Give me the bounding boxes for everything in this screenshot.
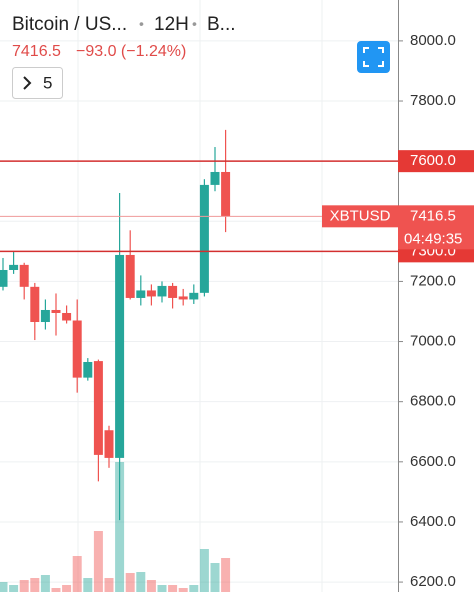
candle-body [51, 309, 61, 313]
y-tick-label: 6600.0 [410, 453, 456, 470]
candle-body [83, 361, 93, 378]
candle-body [221, 171, 231, 217]
candle-body [115, 254, 125, 458]
plot [0, 0, 398, 592]
candle-body [40, 309, 50, 323]
volume-bar [136, 572, 146, 592]
volume-bar [157, 585, 167, 592]
button-label[interactable]: 5 [43, 73, 52, 92]
volume-bar [168, 585, 178, 592]
volume-bar [62, 585, 72, 592]
y-tick-label: 7200.0 [410, 272, 456, 289]
volume-bar [178, 588, 188, 592]
change: −93.0 (−1.24%) [76, 43, 186, 60]
volume-bar [104, 578, 114, 592]
volume-bar [115, 462, 125, 592]
candle-body [157, 285, 167, 297]
candle-body [30, 286, 40, 323]
volume-bar [9, 585, 19, 592]
separator: • [139, 16, 144, 32]
y-tick-label: 6400.0 [410, 513, 456, 530]
candle-body [146, 290, 156, 297]
symbol[interactable]: Bitcoin / US... [12, 14, 127, 35]
candle-body [72, 320, 82, 378]
volume-bar [199, 549, 209, 592]
fullscreen-icon [363, 47, 384, 67]
volume-bar [72, 556, 82, 592]
last-price-tag [398, 205, 474, 250]
y-tick-label: 6200.0 [410, 573, 456, 590]
volume-bar [0, 582, 8, 592]
volume-bar [51, 588, 61, 592]
candle-body [168, 285, 178, 298]
candle-body [136, 290, 146, 298]
volume-bar [93, 531, 103, 592]
volume-bar [210, 563, 220, 592]
candle-body [93, 361, 103, 455]
candle-body [0, 269, 8, 287]
candle-body [9, 264, 19, 270]
symbol-tag [322, 205, 398, 228]
volume-bar [83, 578, 93, 592]
last-price-label: 7416.5 [410, 207, 456, 224]
candle-body [199, 184, 209, 293]
volume-bar [125, 573, 135, 592]
volume-bar [146, 580, 156, 592]
candle-body [178, 296, 188, 300]
interval[interactable]: 12H [154, 14, 189, 35]
button-bg[interactable] [357, 41, 390, 73]
candle-body [189, 292, 199, 300]
y-tick-label: 6800.0 [410, 393, 456, 410]
chevron-icon [23, 76, 32, 90]
expand-button[interactable]: 5 [12, 67, 63, 99]
candle-body [210, 171, 220, 185]
y-tick-label: 8000.0 [410, 32, 456, 49]
volume-bar [30, 578, 40, 592]
y-tick-label: 7000.0 [410, 333, 456, 350]
candle-body [125, 254, 135, 298]
fullscreen-button[interactable] [357, 41, 390, 73]
volume-bar [189, 585, 199, 592]
price: 7416.5 [12, 43, 61, 60]
candle-body [104, 430, 114, 458]
symbol-label: XBTUSD [330, 207, 391, 224]
price-line-tag [398, 150, 474, 173]
candle-body [62, 312, 72, 321]
volume-bar [19, 580, 29, 592]
candle-body [19, 264, 29, 287]
y-tick-label: 7800.0 [410, 92, 456, 109]
price-line-label: 7600.0 [410, 152, 456, 169]
countdown-label: 04:49:35 [404, 230, 462, 247]
volume-bar [221, 558, 231, 592]
volume-bar [40, 575, 50, 592]
separator: • [192, 16, 197, 32]
button-frame[interactable] [12, 67, 63, 99]
exchange: B... [207, 14, 236, 35]
